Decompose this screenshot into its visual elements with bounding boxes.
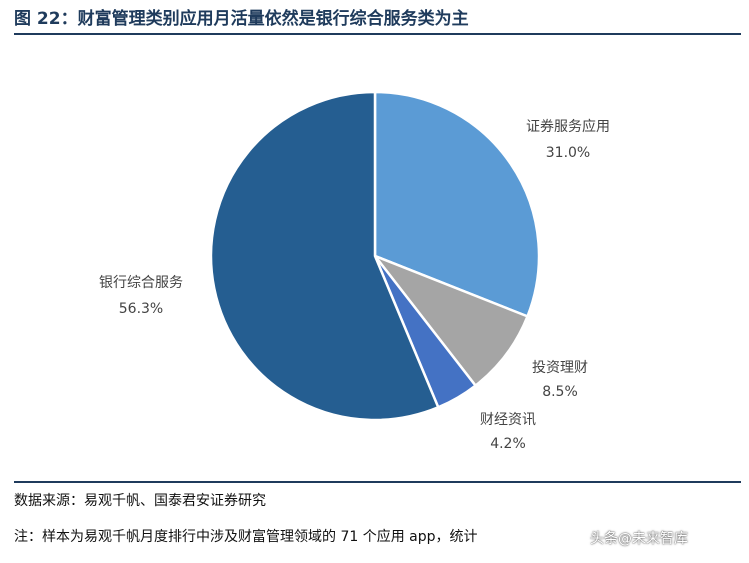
pie-slice <box>209 90 440 422</box>
slice-value-label: 56.3% <box>119 301 163 317</box>
slice-label: 证券服务应用 <box>526 118 610 135</box>
data-source: 数据来源：易观千帆、国泰君安证券研究 <box>14 493 266 509</box>
pie-slice <box>373 90 541 318</box>
slice-value-label: 31.0% <box>546 145 590 161</box>
footer-rule <box>14 481 741 483</box>
slice-label: 投资理财 <box>532 360 588 376</box>
pie-slice <box>373 254 529 387</box>
slice-label: 银行综合服务 <box>99 275 183 291</box>
title-rule <box>14 33 741 35</box>
slice-value-label: 4.2% <box>490 436 526 452</box>
figure-title: 图 22：财富管理类别应用月活量依然是银行综合服务类为主 <box>14 9 469 29</box>
watermark: 头条@未来智库 <box>590 531 688 547</box>
figure-note: 注：样本为易观千帆月度排行中涉及财富管理领域的 71 个应用 app，统计 <box>14 529 478 545</box>
slice-label: 财经资讯 <box>480 412 536 428</box>
slice-value-label: 8.5% <box>542 384 578 400</box>
